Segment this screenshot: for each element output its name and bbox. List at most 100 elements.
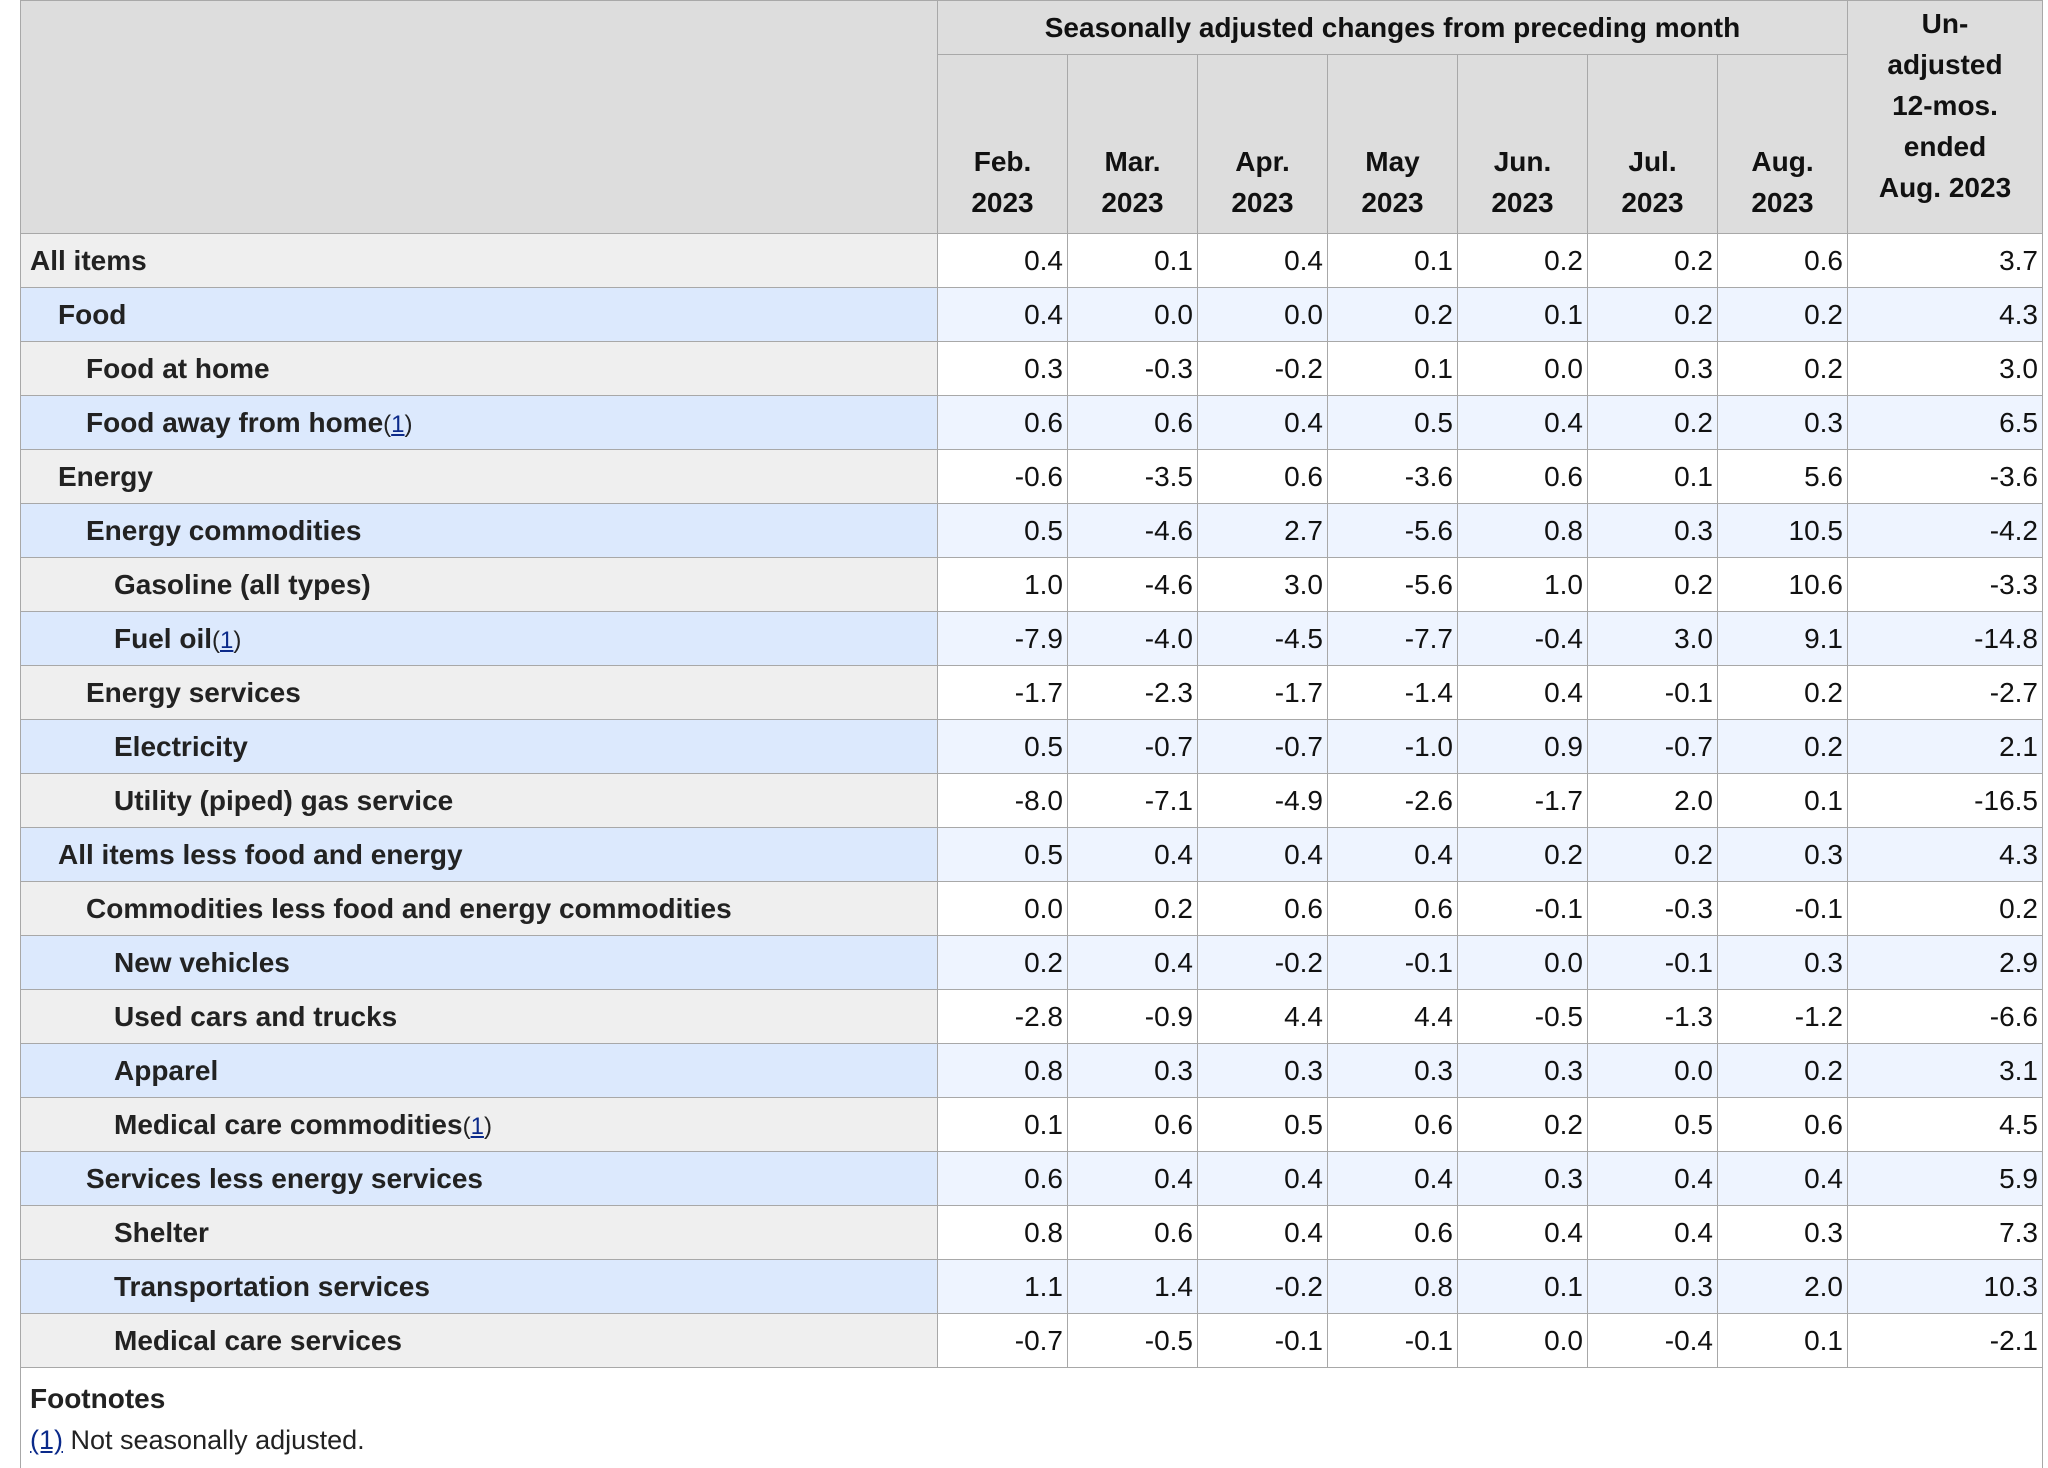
monthly-change-cell: 0.5 [938, 828, 1068, 882]
unadjusted-value-cell: 7.3 [1848, 1206, 2043, 1260]
monthly-change-cell: 0.4 [1198, 1152, 1328, 1206]
unadjusted-value-cell: -6.6 [1848, 990, 2043, 1044]
monthly-change-cell: 0.3 [1328, 1044, 1458, 1098]
monthly-change-cell: 0.0 [1198, 288, 1328, 342]
monthly-change-cell: -0.3 [1068, 342, 1198, 396]
row-label-cell: Food at home [21, 342, 938, 396]
unadjusted-value-cell: -2.7 [1848, 666, 2043, 720]
table-header: Seasonally adjusted changes from precedi… [21, 1, 2043, 234]
monthly-change-cell: 0.8 [938, 1044, 1068, 1098]
unadjusted-header-line: adjusted [1848, 44, 2042, 85]
row-label-cell: Transportation services [21, 1260, 938, 1314]
monthly-change-cell: -4.0 [1068, 612, 1198, 666]
row-label-cell: Fuel oil(1) [21, 612, 938, 666]
monthly-change-cell: 0.2 [1068, 882, 1198, 936]
monthly-change-cell: 0.6 [938, 396, 1068, 450]
monthly-change-cell: 0.1 [1328, 342, 1458, 396]
footnote-ref-link[interactable]: 1 [471, 1113, 484, 1140]
row-label: Utility (piped) gas service [114, 785, 453, 816]
unadjusted-value-cell: 2.1 [1848, 720, 2043, 774]
monthly-change-cell: -0.1 [1328, 1314, 1458, 1368]
monthly-change-cell: -0.1 [1458, 882, 1588, 936]
row-label-cell: Used cars and trucks [21, 990, 938, 1044]
unadjusted-value-cell: 0.2 [1848, 882, 2043, 936]
row-label-cell: Food [21, 288, 938, 342]
monthly-change-cell: -2.6 [1328, 774, 1458, 828]
monthly-change-cell: -0.3 [1588, 882, 1718, 936]
monthly-change-cell: 0.6 [1458, 450, 1588, 504]
monthly-change-cell: 0.2 [1458, 234, 1588, 288]
monthly-change-cell: 0.2 [1718, 666, 1848, 720]
monthly-change-cell: -0.1 [1198, 1314, 1328, 1368]
footnote-ref-link[interactable]: 1 [391, 411, 404, 438]
month-year: 2023 [1718, 182, 1847, 223]
row-label-cell: Energy commodities [21, 504, 938, 558]
monthly-change-cell: -1.7 [938, 666, 1068, 720]
monthly-change-cell: 0.2 [1458, 828, 1588, 882]
month-column-header: Feb.2023 [938, 55, 1068, 234]
table-row: Commodities less food and energy commodi… [21, 882, 2043, 936]
monthly-change-cell: 3.0 [1198, 558, 1328, 612]
row-label-cell: Electricity [21, 720, 938, 774]
monthly-change-cell: -7.1 [1068, 774, 1198, 828]
monthly-change-cell: 0.3 [1718, 936, 1848, 990]
monthly-change-cell: 0.6 [1198, 882, 1328, 936]
row-label: Apparel [114, 1055, 218, 1086]
monthly-change-cell: 0.0 [1458, 936, 1588, 990]
row-label: Energy [58, 461, 153, 492]
monthly-change-cell: 0.8 [1328, 1260, 1458, 1314]
monthly-change-cell: 0.3 [1458, 1044, 1588, 1098]
monthly-change-cell: 0.8 [938, 1206, 1068, 1260]
monthly-change-cell: -1.7 [1458, 774, 1588, 828]
monthly-change-cell: -1.0 [1328, 720, 1458, 774]
monthly-change-cell: 0.5 [1198, 1098, 1328, 1152]
monthly-change-cell: 0.1 [938, 1098, 1068, 1152]
month-column-header: Aug.2023 [1718, 55, 1848, 234]
footnote-paren: ( [463, 1113, 471, 1140]
footnote-ref-link[interactable]: 1 [220, 627, 233, 654]
monthly-change-cell: 0.0 [938, 882, 1068, 936]
row-label: Transportation services [114, 1271, 430, 1302]
footnote-item: (1) Not seasonally adjusted. [30, 1420, 2033, 1460]
monthly-change-cell: 0.4 [1198, 828, 1328, 882]
monthly-change-cell: -0.7 [938, 1314, 1068, 1368]
monthly-change-cell: -7.7 [1328, 612, 1458, 666]
monthly-change-cell: 0.4 [1588, 1152, 1718, 1206]
monthly-change-cell: 0.3 [1458, 1152, 1588, 1206]
monthly-change-cell: 0.6 [1718, 1098, 1848, 1152]
monthly-change-cell: -0.9 [1068, 990, 1198, 1044]
monthly-change-cell: 0.2 [1328, 288, 1458, 342]
monthly-change-cell: 0.6 [938, 1152, 1068, 1206]
month-year: 2023 [938, 182, 1067, 223]
row-label: Used cars and trucks [114, 1001, 397, 1032]
monthly-change-cell: -0.4 [1458, 612, 1588, 666]
monthly-change-cell: 0.4 [1198, 396, 1328, 450]
unadjusted-value-cell: -4.2 [1848, 504, 2043, 558]
month-year: 2023 [1458, 182, 1587, 223]
monthly-change-cell: 0.1 [1718, 1314, 1848, 1368]
monthly-change-cell: 0.6 [1068, 1206, 1198, 1260]
unadjusted-value-cell: -16.5 [1848, 774, 2043, 828]
footnote-marker-link[interactable]: (1) [30, 1425, 63, 1455]
unadjusted-value-cell: 10.3 [1848, 1260, 2043, 1314]
monthly-change-cell: 0.2 [1588, 828, 1718, 882]
monthly-change-cell: -4.6 [1068, 504, 1198, 558]
monthly-change-cell: 0.6 [1328, 882, 1458, 936]
monthly-change-cell: 0.3 [1588, 1260, 1718, 1314]
monthly-change-cell: 0.5 [938, 504, 1068, 558]
unadjusted-value-cell: -3.6 [1848, 450, 2043, 504]
monthly-change-cell: 0.3 [938, 342, 1068, 396]
cpi-changes-table: Seasonally adjusted changes from precedi… [20, 0, 2043, 1468]
footnote-paren: ) [405, 411, 413, 438]
row-label-cell: Commodities less food and energy commodi… [21, 882, 938, 936]
monthly-change-cell: -1.7 [1198, 666, 1328, 720]
row-label: Medical care commodities [114, 1109, 463, 1140]
